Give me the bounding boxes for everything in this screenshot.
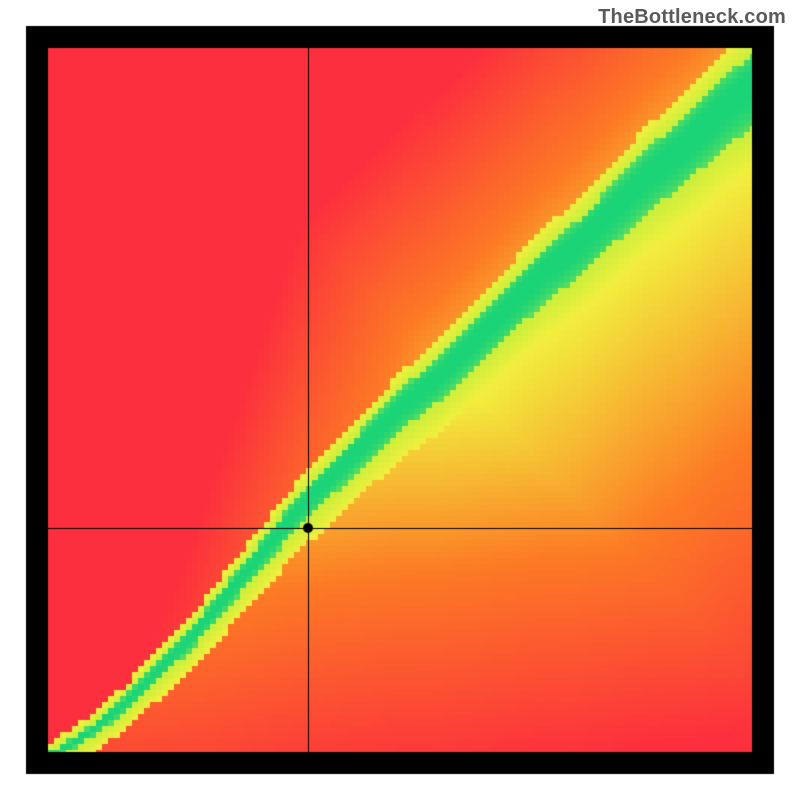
- heatmap-canvas: [0, 0, 800, 800]
- attribution-text: TheBottleneck.com: [598, 6, 786, 29]
- chart-container: TheBottleneck.com: [0, 0, 800, 800]
